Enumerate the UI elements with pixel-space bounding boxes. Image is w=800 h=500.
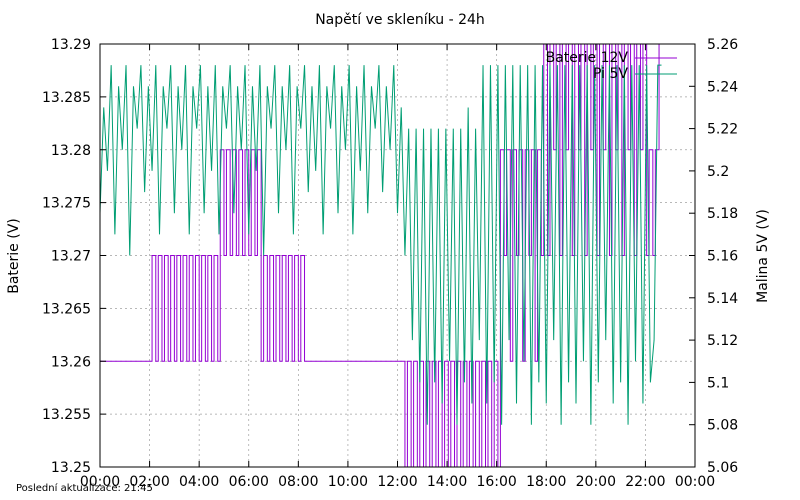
legend-label-pi: Pi 5V xyxy=(593,66,628,82)
x-tick-label: 10:00 xyxy=(328,474,368,490)
y2-tick-label: 5.14 xyxy=(707,291,738,307)
legend-label-baterie: Baterie 12V xyxy=(546,50,629,66)
x-tick-label: 16:00 xyxy=(476,474,516,490)
y-tick-label: 13.275 xyxy=(42,196,91,212)
y-tick-label: 13.27 xyxy=(51,249,91,265)
x-tick-label: 04:00 xyxy=(179,474,219,490)
legend: Baterie 12V Pi 5V xyxy=(546,50,677,82)
y-tick-label: 13.28 xyxy=(51,143,91,159)
y2-tick-label: 5.2 xyxy=(707,164,729,180)
y2-tick-label: 5.26 xyxy=(707,37,738,53)
y-tick-label: 13.265 xyxy=(42,301,91,317)
series-line-pi-5v xyxy=(99,64,662,425)
x-tick-label: 06:00 xyxy=(229,474,269,490)
y-axis-label: Baterie (V) xyxy=(6,218,22,294)
x-tick-label: 20:00 xyxy=(576,474,616,490)
y2-tick-label: 5.12 xyxy=(707,333,738,349)
y2-axis-label: Malina 5V (V) xyxy=(755,209,771,303)
y2-tick-label: 5.22 xyxy=(707,122,738,138)
y2-tick-label: 5.24 xyxy=(707,79,738,95)
chart-title: Napětí ve skleníku - 24h xyxy=(315,12,485,28)
y2-tick-label: 5.08 xyxy=(707,418,738,434)
y2-tick-label: 5.1 xyxy=(707,375,729,391)
x-tick-label: 00:00 xyxy=(675,474,715,490)
y-tick-label: 13.255 xyxy=(42,407,91,423)
x-tick-label: 02:00 xyxy=(129,474,169,490)
x-tick-label: 12:00 xyxy=(377,474,417,490)
y2-tick-label: 5.06 xyxy=(707,460,738,476)
x-tick-label: 00:00 xyxy=(80,474,120,490)
x-tick-label: 18:00 xyxy=(526,474,566,490)
x-tick-label: 22:00 xyxy=(625,474,665,490)
x-tick-label: 14:00 xyxy=(427,474,467,490)
y-tick-label: 13.29 xyxy=(51,37,91,53)
axes: 00:00 02:00 04:00 06:00 08:00 10:00 12:00 14:00… xyxy=(42,37,738,490)
y2-tick-label: 5.16 xyxy=(707,249,738,265)
y2-tick-label: 5.18 xyxy=(707,206,738,222)
y-tick-label: 13.285 xyxy=(42,90,91,106)
x-tick-label: 08:00 xyxy=(278,474,318,490)
last-update-note: Poslední aktualizace: 21:45 xyxy=(16,483,153,494)
y-tick-label: 13.25 xyxy=(51,460,91,476)
y-tick-label: 13.26 xyxy=(51,354,91,370)
